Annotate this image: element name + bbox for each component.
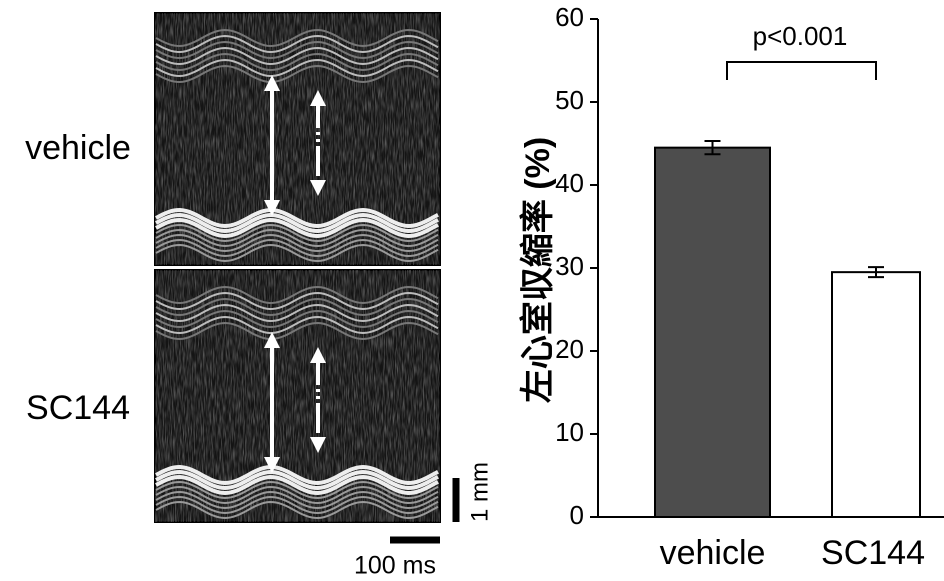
y-tick-label: 50 (555, 85, 584, 115)
scale-label: 100 ms (354, 552, 436, 580)
significance-bracket (727, 62, 876, 80)
figure: vehicle SC144 1 mm 100 ms 左心室収縮率 (%) 0 10… (0, 0, 944, 581)
y-tick-label: 40 (555, 168, 584, 198)
scale-label: 1 mm (466, 462, 493, 522)
y-tick-label: 0 (570, 500, 584, 530)
panel-label: SC144 (26, 389, 130, 427)
x-tick-label: vehicle (660, 534, 766, 572)
y-axis-label: 左心室収縮率 (%) (518, 137, 557, 403)
bar (655, 148, 770, 517)
y-tick-label: 20 (555, 334, 584, 364)
echo-images (155, 13, 440, 522)
x-tick-label: SC144 (821, 534, 925, 572)
y-tick-label: 10 (555, 417, 584, 447)
y-tick-label: 30 (555, 251, 584, 281)
bar (832, 272, 920, 517)
panel-label: vehicle (25, 129, 131, 167)
y-tick-label: 60 (555, 2, 584, 32)
annotation: p<0.001 (753, 21, 848, 51)
